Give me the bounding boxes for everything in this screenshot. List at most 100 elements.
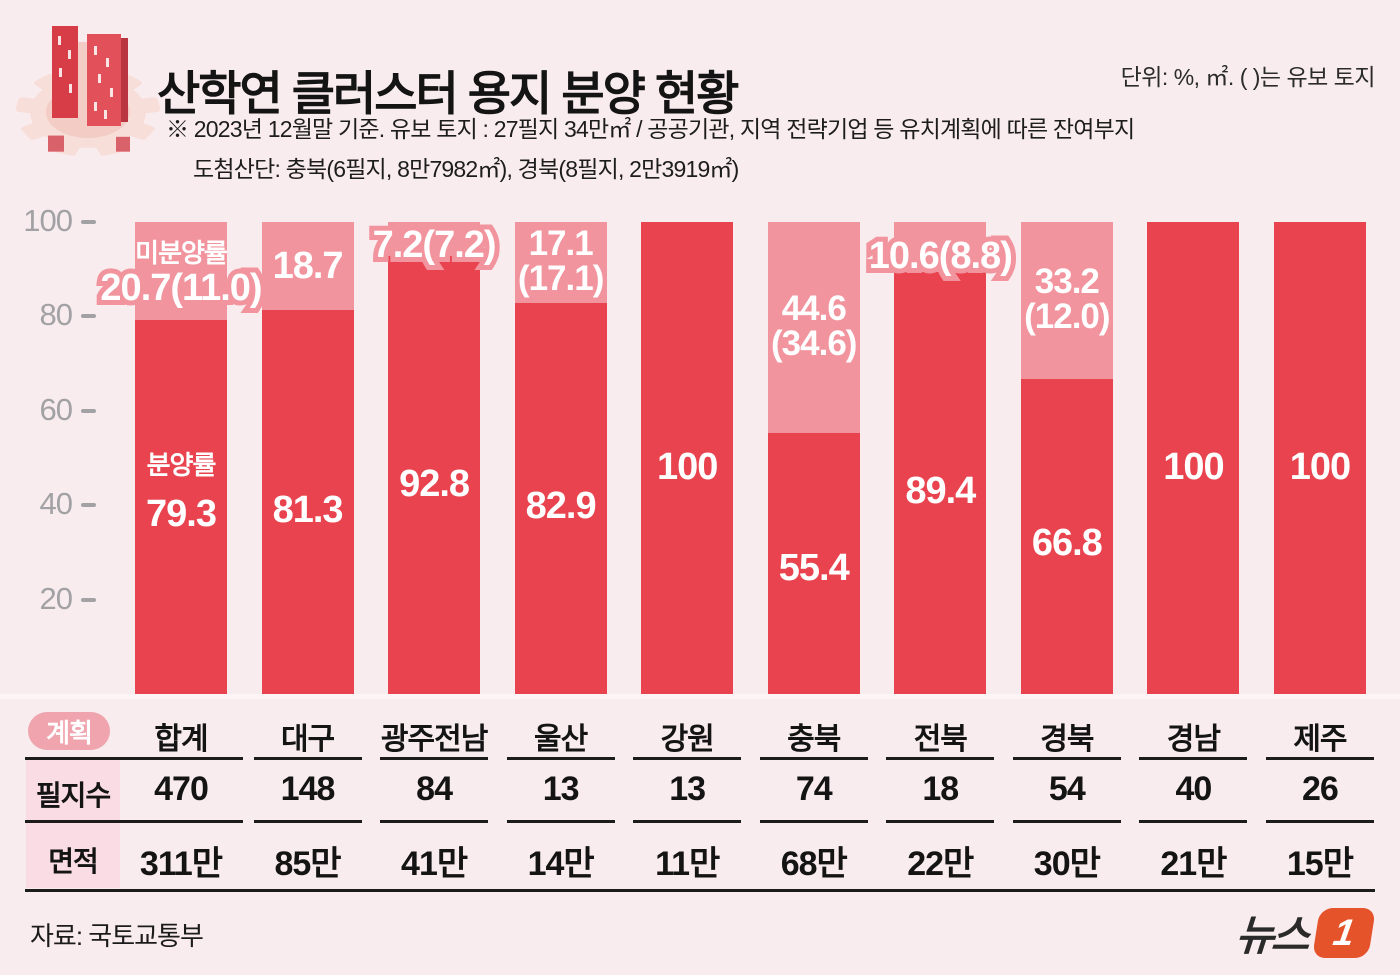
table-line	[886, 757, 995, 760]
note-line-1: ※ 2023년 12월말 기준. 유보 토지 : 27필지 34만㎡ / 공공기…	[166, 116, 1135, 142]
table-line	[1265, 820, 1374, 823]
table-cell: 13	[669, 770, 706, 808]
table-bottom-line	[25, 889, 1375, 892]
table-line	[1265, 757, 1374, 760]
table-line	[633, 820, 742, 823]
table-line	[380, 757, 489, 760]
bar-sold-value: 89.4	[905, 470, 976, 513]
table-line	[1012, 820, 1121, 823]
table-line	[253, 757, 362, 760]
page-title: 산학연 클러스터 용지 분양 현황	[157, 67, 739, 121]
table-cell: 21만	[1160, 845, 1227, 883]
bar-sold-segment	[135, 319, 227, 694]
table-line	[25, 820, 243, 823]
bar-sold-value: 55.4	[778, 547, 850, 590]
unit-note: 단위: %, ㎡. ( )는 유보 토지	[1120, 64, 1376, 90]
table-column-header: 합계	[154, 723, 208, 756]
series-label-unsold: 미분양률	[135, 238, 228, 269]
table-rowlabel-bg	[26, 760, 120, 888]
table-row-label: 필지수	[35, 780, 111, 811]
table-corner-label: 계획	[28, 712, 110, 750]
table-cell: 30만	[1033, 845, 1101, 883]
table-cell: 470	[154, 770, 209, 808]
note-line-2: 도첨산단: 충북(6필지, 8만7982㎡), 경북(8필지, 2만3919㎡)	[193, 156, 739, 182]
bar-unsold-value: 44.6	[781, 289, 847, 329]
table-cell: 311만	[139, 845, 223, 883]
table-line	[253, 820, 362, 823]
table-cell: 41만	[401, 845, 468, 883]
building-gear-icon	[12, 6, 162, 161]
bar-sold-value: 82.9	[525, 485, 597, 528]
chart-baseline	[0, 694, 1400, 699]
bar-unsold-value: 20.7(11.0)	[31, 265, 331, 311]
y-axis-tick	[81, 314, 96, 319]
bar-sold-segment	[261, 310, 354, 694]
table-column-header: 경북	[1040, 723, 1094, 756]
series-label-sold: 분양률	[146, 450, 217, 481]
bar-sold-value: 66.8	[1031, 521, 1103, 564]
table-cell: 85만	[274, 845, 341, 883]
table-column-header: 울산	[534, 723, 588, 756]
bar-unsold-reserved: (12.0)	[1024, 297, 1110, 337]
table-line	[886, 820, 995, 823]
bar-sold-value: 100	[1289, 446, 1351, 489]
table-cell: 54	[1048, 770, 1086, 808]
table-cell: 22만	[907, 845, 974, 883]
table-line	[1139, 757, 1248, 760]
y-axis-label: 60	[39, 391, 73, 427]
bar-sold-segment	[1020, 378, 1113, 694]
table-column-header: 경남	[1166, 723, 1221, 756]
bar-sold-value: 81.3	[272, 488, 344, 531]
news1-logo-badge: 1	[1312, 907, 1377, 958]
table-column-header: 제주	[1293, 723, 1347, 756]
bar-sold-value: 100	[1163, 446, 1224, 489]
bar-sold-value: 79.3	[146, 493, 217, 536]
table-cell: 13	[542, 770, 580, 808]
y-axis-label: 100	[23, 203, 73, 238]
table-line	[1012, 757, 1121, 760]
table-line	[380, 820, 489, 823]
news1-logo: 뉴스 1	[1234, 902, 1377, 963]
bar-unsold-value: 7.2(7.2)	[284, 222, 584, 268]
bar-sold-segment	[641, 222, 734, 694]
table-cell: 84	[416, 770, 453, 808]
y-axis-tick	[81, 408, 96, 413]
table-cell: 74	[795, 770, 833, 808]
table-line	[506, 820, 615, 823]
bar-unsold-value: 10.6(8.8)	[790, 233, 1090, 279]
bar-sold-segment	[514, 302, 607, 694]
table-cell: 18	[922, 770, 959, 808]
table-column-header: 전북	[913, 723, 968, 756]
table-row-label: 면적	[48, 846, 99, 877]
y-axis-tick	[81, 597, 96, 602]
table-line	[506, 757, 615, 760]
news1-logo-text: 뉴스	[1234, 912, 1309, 959]
table-cell: 15만	[1286, 845, 1354, 883]
table-line	[759, 757, 868, 760]
source-note: 자료: 국토교통부	[30, 921, 204, 951]
bar-unsold-reserved: (34.6)	[771, 324, 857, 364]
bar-sold-segment	[388, 255, 481, 694]
bar-sold-value: 92.8	[399, 462, 470, 505]
table-column-header: 충북	[787, 723, 841, 756]
y-axis-label: 40	[39, 486, 73, 522]
table-line	[1139, 820, 1248, 823]
bar-sold-segment	[894, 272, 987, 694]
table-cell: 68만	[780, 845, 848, 883]
table-column-header: 강원	[660, 723, 715, 756]
bar-sold-segment	[1147, 222, 1240, 694]
table-cell: 11만	[655, 845, 720, 883]
bar-sold-value: 100	[656, 446, 718, 489]
y-axis-tick	[81, 220, 96, 224]
table-cell: 14만	[527, 845, 595, 883]
bar-sold-segment	[767, 432, 860, 694]
table-column-header: 광주전남	[380, 723, 488, 756]
table-column-header: 대구	[280, 723, 335, 756]
table-line	[25, 757, 243, 760]
table-cell: 40	[1175, 770, 1212, 808]
table-cell: 26	[1302, 770, 1339, 808]
y-axis-label: 20	[39, 580, 73, 616]
y-axis-tick	[81, 503, 96, 508]
table-cell: 148	[280, 770, 336, 808]
